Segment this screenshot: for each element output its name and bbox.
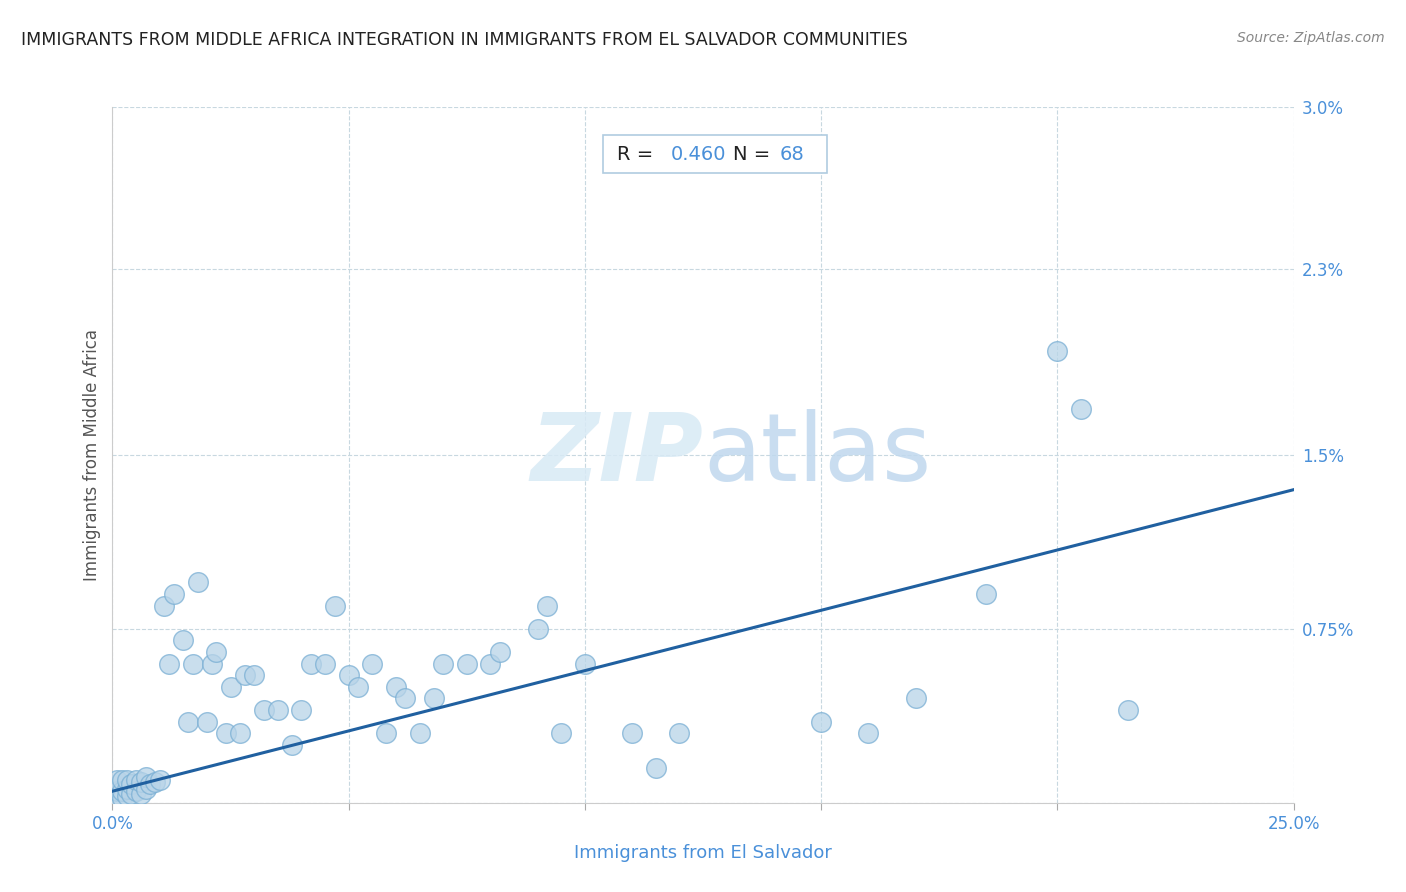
- Point: [432, 657, 454, 671]
- Text: Source: ZipAtlas.com: Source: ZipAtlas.com: [1237, 31, 1385, 45]
- Point: [215, 726, 238, 740]
- Point: [290, 703, 312, 717]
- Point: [135, 781, 157, 796]
- Point: [337, 668, 360, 682]
- Point: [422, 691, 444, 706]
- Point: [111, 784, 134, 798]
- Text: 68: 68: [780, 145, 804, 163]
- Point: [810, 714, 832, 729]
- Point: [181, 657, 204, 671]
- Point: [115, 789, 138, 803]
- Point: [205, 645, 228, 659]
- Text: N =: N =: [733, 145, 776, 163]
- Point: [233, 668, 256, 682]
- Text: 0.460: 0.460: [671, 145, 727, 163]
- Point: [229, 726, 252, 740]
- Point: [120, 787, 142, 801]
- Point: [1070, 401, 1092, 416]
- Point: [120, 777, 142, 791]
- Point: [163, 587, 186, 601]
- Point: [456, 657, 478, 671]
- Point: [201, 657, 224, 671]
- Point: [129, 775, 152, 789]
- Point: [177, 714, 200, 729]
- Text: IMMIGRANTS FROM MIDDLE AFRICA INTEGRATION IN IMMIGRANTS FROM EL SALVADOR COMMUNI: IMMIGRANTS FROM MIDDLE AFRICA INTEGRATIO…: [21, 31, 908, 49]
- Text: atlas: atlas: [703, 409, 931, 501]
- Point: [125, 784, 148, 798]
- Point: [361, 657, 384, 671]
- Point: [323, 599, 346, 613]
- Point: [526, 622, 548, 636]
- Point: [385, 680, 408, 694]
- Point: [111, 791, 134, 805]
- Point: [1046, 343, 1069, 358]
- Point: [408, 726, 430, 740]
- Point: [858, 726, 880, 740]
- Point: [621, 726, 644, 740]
- Y-axis label: Immigrants from Middle Africa: Immigrants from Middle Africa: [83, 329, 101, 581]
- Point: [536, 599, 558, 613]
- Point: [314, 657, 336, 671]
- Point: [253, 703, 276, 717]
- Point: [267, 703, 290, 717]
- Point: [105, 784, 128, 798]
- FancyBboxPatch shape: [603, 135, 827, 173]
- Point: [375, 726, 398, 740]
- Point: [105, 791, 128, 805]
- Point: [1116, 703, 1139, 717]
- Point: [149, 772, 172, 787]
- Text: ZIP: ZIP: [530, 409, 703, 501]
- Point: [489, 645, 512, 659]
- Point: [111, 772, 134, 787]
- Point: [574, 657, 596, 671]
- Text: R =: R =: [617, 145, 659, 163]
- Point: [125, 772, 148, 787]
- Point: [115, 772, 138, 787]
- Point: [347, 680, 370, 694]
- Point: [299, 657, 322, 671]
- Point: [186, 575, 208, 590]
- Point: [115, 781, 138, 796]
- Point: [105, 772, 128, 787]
- Point: [479, 657, 502, 671]
- Point: [904, 691, 927, 706]
- Point: [550, 726, 572, 740]
- Point: [153, 599, 176, 613]
- Point: [139, 777, 162, 791]
- Point: [195, 714, 218, 729]
- Point: [143, 775, 166, 789]
- Point: [172, 633, 194, 648]
- Point: [394, 691, 416, 706]
- Point: [668, 726, 690, 740]
- Point: [243, 668, 266, 682]
- X-axis label: Immigrants from El Salvador: Immigrants from El Salvador: [574, 845, 832, 863]
- Point: [219, 680, 242, 694]
- Point: [135, 770, 157, 784]
- Point: [976, 587, 998, 601]
- Point: [157, 657, 180, 671]
- Point: [129, 787, 152, 801]
- Point: [644, 761, 666, 775]
- Point: [281, 738, 304, 752]
